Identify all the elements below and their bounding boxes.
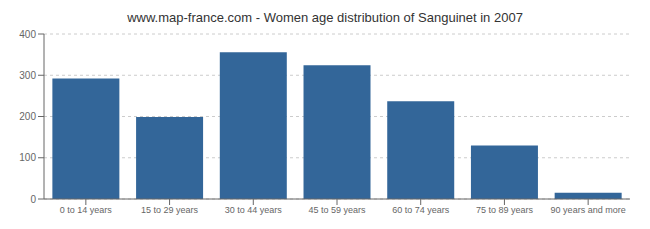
svg-text:90 years and more: 90 years and more [551, 205, 626, 215]
svg-text:75 to 89 years: 75 to 89 years [476, 205, 534, 215]
svg-text:15 to 29 years: 15 to 29 years [141, 205, 199, 215]
svg-text:45 to 59 years: 45 to 59 years [308, 205, 366, 215]
html-text:www.map-france.com - Women age: www.map-france.com - Women age distribut… [127, 10, 523, 25]
svg-text:0 to 14 years: 0 to 14 years [60, 205, 113, 215]
svg-text:200: 200 [19, 111, 36, 122]
svg-text:60 to 74 years: 60 to 74 years [392, 205, 450, 215]
svg-text:400: 400 [19, 29, 36, 40]
svg-text:300: 300 [19, 70, 36, 81]
svg-text:30 to 44 years: 30 to 44 years [225, 205, 283, 215]
svg-text:100: 100 [19, 152, 36, 163]
svg-text:0: 0 [30, 194, 36, 205]
